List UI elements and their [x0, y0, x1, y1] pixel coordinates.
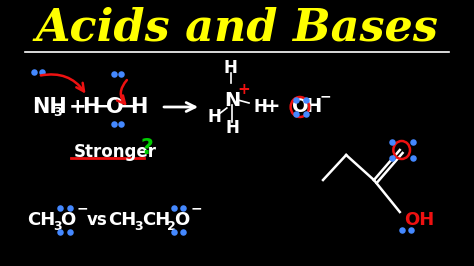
Point	[56, 230, 64, 234]
Text: −: −	[191, 201, 202, 215]
Point	[292, 112, 300, 116]
Point	[407, 228, 415, 232]
Point	[170, 206, 178, 210]
Text: 3: 3	[134, 219, 143, 232]
Point	[180, 230, 187, 234]
Point	[118, 72, 125, 76]
Text: CH: CH	[142, 211, 170, 229]
Point	[409, 156, 417, 160]
Point	[110, 122, 118, 126]
Text: OH: OH	[404, 211, 435, 229]
Point	[292, 98, 300, 102]
Text: H: H	[131, 97, 148, 117]
Text: 3: 3	[53, 219, 62, 232]
Text: −: −	[319, 89, 331, 103]
Text: H: H	[224, 59, 237, 77]
Text: +: +	[69, 97, 86, 117]
Point	[389, 140, 396, 144]
Point	[38, 70, 46, 74]
Text: CH: CH	[27, 211, 55, 229]
Point	[302, 112, 310, 116]
Text: H: H	[306, 98, 322, 117]
Text: 3: 3	[53, 106, 62, 119]
Point	[389, 156, 396, 160]
Point	[180, 206, 187, 210]
Text: O: O	[174, 211, 189, 229]
Text: 2: 2	[167, 219, 175, 232]
Point	[31, 70, 38, 74]
Text: ?: ?	[141, 138, 154, 158]
Point	[66, 230, 73, 234]
Text: O: O	[106, 97, 123, 117]
Text: +: +	[237, 82, 250, 98]
Point	[66, 206, 73, 210]
Text: CH: CH	[109, 211, 137, 229]
Point	[56, 206, 64, 210]
Text: Stronger: Stronger	[73, 143, 156, 161]
Text: H: H	[82, 97, 100, 117]
Point	[398, 228, 405, 232]
Text: −: −	[94, 97, 111, 117]
Text: H: H	[254, 98, 267, 116]
FancyArrowPatch shape	[117, 80, 127, 104]
FancyArrowPatch shape	[41, 74, 84, 92]
Text: N: N	[224, 90, 240, 110]
Text: H: H	[226, 119, 239, 137]
Text: −: −	[77, 201, 89, 215]
Text: H: H	[208, 108, 222, 126]
Point	[302, 98, 310, 102]
Point	[110, 72, 118, 76]
Text: vs: vs	[87, 211, 108, 229]
Text: −: −	[118, 97, 136, 117]
Text: O: O	[292, 98, 308, 117]
Text: Acids and Bases: Acids and Bases	[36, 6, 438, 49]
Text: +: +	[264, 98, 281, 117]
Point	[118, 122, 125, 126]
Text: NH: NH	[32, 97, 66, 117]
Text: O: O	[60, 211, 75, 229]
Point	[170, 230, 178, 234]
Point	[409, 140, 417, 144]
